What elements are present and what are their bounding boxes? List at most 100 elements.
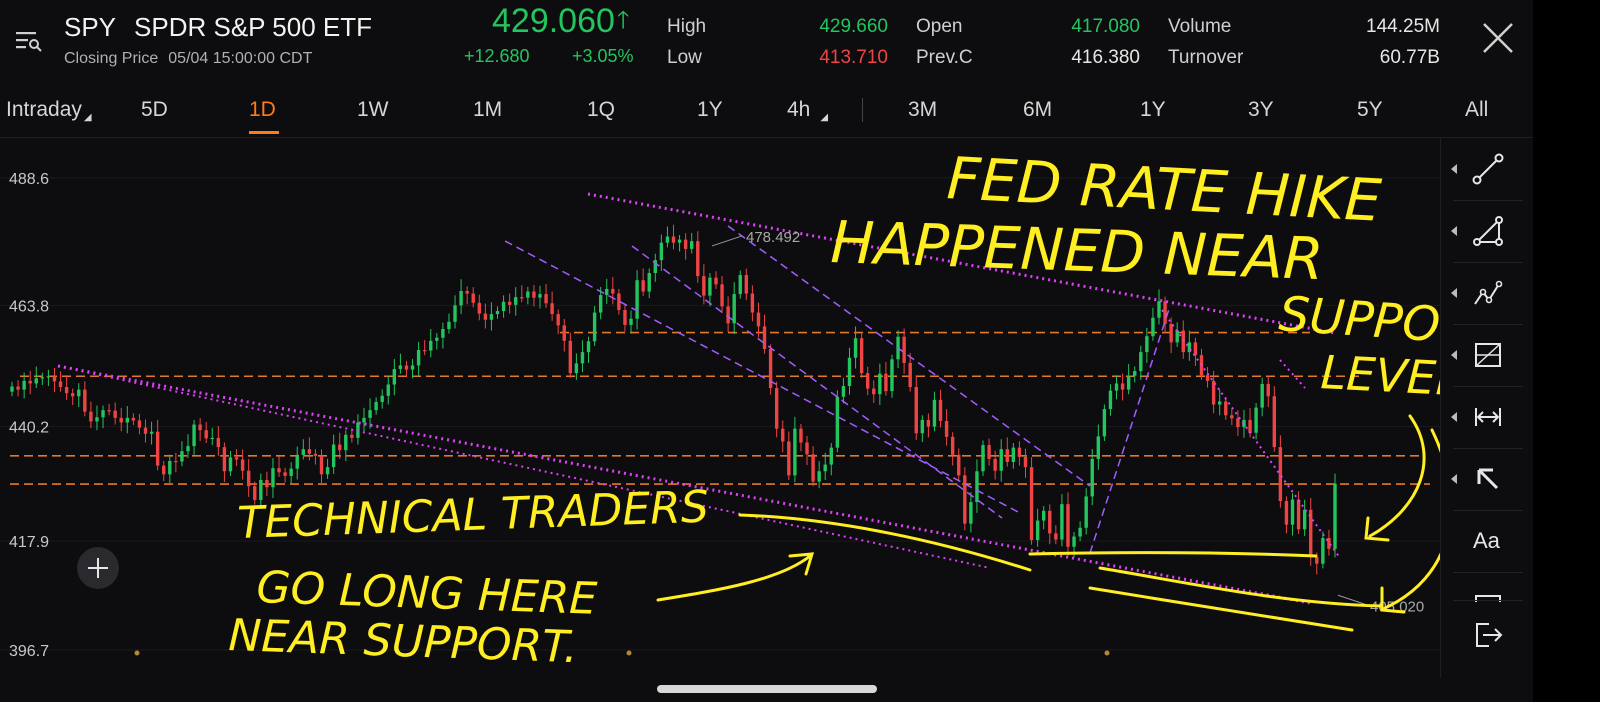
timeframe-tabs: Intraday ◢ 5D 1D 1W 1M 1Q 1Y 4h ◢ 3M 6M 1Y… <box>0 86 1533 136</box>
candle-body <box>550 303 554 315</box>
tab-3m[interactable]: 3M <box>908 98 938 121</box>
candle-body <box>429 340 433 351</box>
candle-body <box>872 388 876 395</box>
candle-body <box>859 338 864 374</box>
candle-body <box>714 277 718 285</box>
candle-body <box>611 288 615 294</box>
candle-body <box>392 369 397 385</box>
wave-tool[interactable] <box>1441 262 1534 324</box>
tab-3y[interactable]: 3Y <box>1248 98 1274 121</box>
text-tool[interactable]: Aa <box>1441 510 1534 572</box>
screen-gutter <box>1533 0 1600 702</box>
candle-body <box>228 457 233 472</box>
price-change: +12.680 <box>464 46 530 66</box>
tab-5d[interactable]: 5D <box>141 98 168 121</box>
support-arrow-1 <box>1364 414 1426 542</box>
price-change-pct: +3.05% <box>572 46 634 66</box>
tab-1m[interactable]: 1M <box>473 98 503 121</box>
candle-body <box>422 350 427 352</box>
candle-body <box>793 428 797 476</box>
candle-body <box>1327 538 1331 549</box>
candle-body <box>950 436 955 455</box>
close-icon[interactable] <box>1480 20 1516 56</box>
candle-body <box>1139 352 1143 372</box>
expand-left-icon <box>1451 226 1457 236</box>
fib-tool[interactable] <box>1441 324 1534 386</box>
tab-6m[interactable]: 6M <box>1023 98 1053 121</box>
tab-1y[interactable]: 1Y <box>697 98 723 121</box>
candle-body <box>149 431 154 434</box>
candle-body <box>495 311 500 315</box>
candle-body <box>198 424 202 431</box>
tab-4h[interactable]: 4h ◢ <box>787 98 828 123</box>
candle-body <box>677 239 682 243</box>
candle-body <box>1066 504 1070 547</box>
candle-body <box>246 470 251 487</box>
tab-1w[interactable]: 1W <box>357 98 389 121</box>
candle-body <box>1309 509 1313 558</box>
candle-body <box>410 365 415 370</box>
candle-body <box>192 424 196 447</box>
tab-intraday[interactable]: Intraday ◢ <box>6 98 92 123</box>
candle-body <box>16 386 20 390</box>
line-tool[interactable] <box>1441 138 1534 200</box>
candle-body <box>259 479 263 501</box>
turnover-value: 60.77B <box>1379 47 1440 68</box>
candle-body <box>890 359 894 392</box>
support-stroke-3 <box>1098 566 1382 608</box>
tab-all[interactable]: All <box>1465 98 1489 121</box>
candle-body <box>908 362 912 388</box>
recovery-line-1 <box>1089 305 1171 554</box>
candle-body <box>1217 401 1222 405</box>
candle-body <box>696 241 700 277</box>
candle-body <box>1290 499 1295 525</box>
candle-body <box>180 451 184 462</box>
candle-body <box>1205 375 1210 381</box>
cursor-arrow-icon <box>1477 468 1499 490</box>
candle-body <box>1048 510 1052 534</box>
candle-body <box>1108 390 1113 410</box>
home-indicator[interactable] <box>657 685 877 693</box>
quote-header: SPY SPDR S&P 500 ETF Closing Price 05/04 1… <box>0 0 1533 82</box>
candle-body <box>1175 330 1179 343</box>
candle-body <box>878 373 882 395</box>
drawing-toolbar: Aa <box>1440 138 1533 678</box>
rect-tool[interactable] <box>1441 572 1534 602</box>
candle-body <box>162 465 166 475</box>
add-drawing-button[interactable] <box>77 547 119 589</box>
candle-body <box>999 449 1003 471</box>
candle-body <box>22 380 26 390</box>
exit-tool[interactable] <box>1441 604 1534 666</box>
candle-body <box>404 365 409 370</box>
candle-body <box>993 458 997 471</box>
range-tool[interactable] <box>1441 386 1534 448</box>
candle-body <box>702 276 706 296</box>
candle-body <box>750 293 755 313</box>
candle-body <box>331 444 336 468</box>
triangle-tool[interactable] <box>1441 200 1534 262</box>
ticker-title: SPY SPDR S&P 500 ETF <box>64 12 372 43</box>
candle-body <box>744 275 749 294</box>
candle-body <box>768 349 773 389</box>
candle-body <box>853 338 858 358</box>
tab-1d[interactable]: 1D <box>249 98 276 121</box>
caret-down-icon: ◢ <box>83 112 92 123</box>
candle-body <box>932 399 937 427</box>
tab-1y-long[interactable]: 1Y <box>1140 98 1166 121</box>
tab-1q[interactable]: 1Q <box>587 98 616 121</box>
tab-5y[interactable]: 5Y <box>1357 98 1383 121</box>
cursor-tool[interactable] <box>1441 448 1534 510</box>
time-marker <box>134 650 140 656</box>
menu-search-icon[interactable] <box>14 28 44 54</box>
candle-body <box>204 430 208 439</box>
candle-body <box>963 475 967 524</box>
up-arrow-icon: 🡑 <box>616 7 630 34</box>
candle-body <box>957 454 961 476</box>
caret-down-icon: ◢ <box>820 112 829 123</box>
candle-body <box>568 340 573 374</box>
candle-body <box>1260 383 1264 408</box>
candle-body <box>574 363 579 374</box>
tab-label: Intraday <box>6 98 82 121</box>
candle-body <box>1090 458 1094 497</box>
